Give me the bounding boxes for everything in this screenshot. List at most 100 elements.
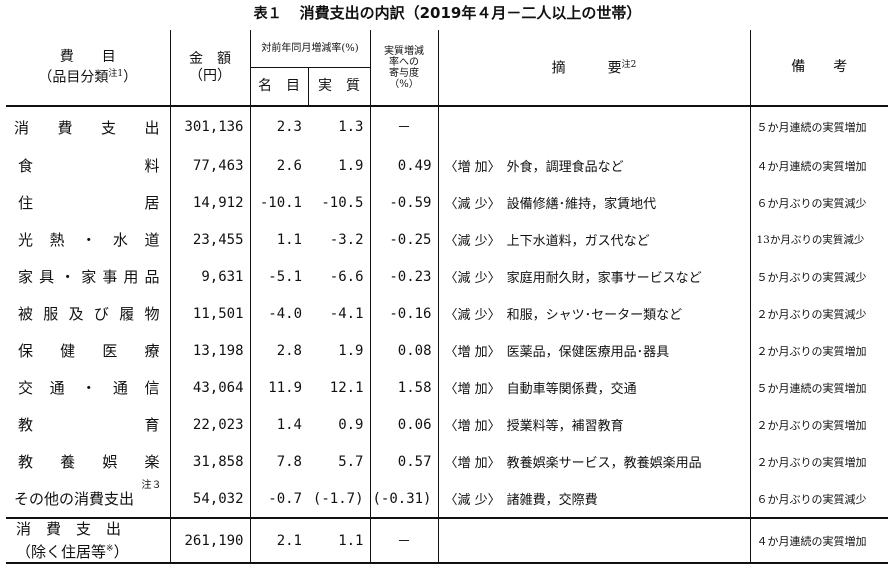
row-nominal: 11.9 (268, 379, 302, 396)
row-remark: ６か月ぶりの実質減少 (756, 492, 867, 506)
row-nominal: 2.3 (276, 119, 302, 135)
header-amount: 金 額 （円） (170, 30, 251, 107)
row-nominal: 1.1 (276, 231, 302, 248)
row-remark: ４か月連続の実質増加 (756, 159, 867, 173)
row-summary-tag: 〈減 少〉 (444, 234, 501, 249)
row-remark: 13か月ぶりの実質減少 (756, 234, 865, 246)
row-remark: ２か月ぶりの実質増加 (756, 344, 867, 358)
row-remark: ２か月ぶりの実質増加 (756, 455, 867, 469)
row-summary: 〈増 加〉 医薬品，保健医療用品･器具 (438, 332, 751, 369)
header-category-line2: （品目分類注1） (6, 66, 170, 87)
row-summary-text: 和服，シャツ･セーター類など (506, 308, 683, 323)
row-amount: 22,023 (170, 406, 251, 443)
table-row-total-excl-housing: 消 費 支 出 （除く住居等※） 261,190 2.1 1.1 － ４か月連続… (6, 517, 888, 564)
row-real: 1.9 (308, 332, 371, 369)
row-real: -3.2 (308, 221, 371, 258)
row-contribution: 0.49 (370, 147, 439, 184)
header-change-rate: 対前年同月増減率(%) (250, 30, 371, 68)
row-summary: 〈増 加〉 授業料等，補習教育 (438, 406, 751, 443)
row-category: 保健医療 (6, 332, 171, 369)
row-category-excl-housing: 消 費 支 出 （除く住居等※） (6, 517, 171, 564)
header-category-line2-text: （品目分類 (38, 69, 109, 86)
row-summary-text: 家庭用耐久財，家事サービスなど (506, 271, 702, 286)
row-contribution: 1.58 (370, 369, 439, 406)
row-summary: 〈減 少〉 設備修繕･維持，家賃地代 (438, 184, 751, 221)
row-amount: 23,455 (170, 221, 251, 258)
row-summary: 〈減 少〉 和服，シャツ･セーター類など (438, 295, 751, 332)
row-summary-text: 諸雑費，交際費 (506, 493, 598, 508)
row-category: 光熱・水道 (6, 221, 171, 258)
row-summary-tag: 〈増 加〉 (444, 345, 501, 360)
row-category-other: 注３ その他の消費支出 (6, 480, 171, 518)
row-summary-tag: 〈減 少〉 (444, 308, 501, 323)
row-summary-tag: 〈増 加〉 (444, 419, 501, 434)
row-remark: ２か月ぶりの実質増加 (756, 418, 867, 432)
row-nominal: 2.1 (250, 517, 308, 564)
row-category: その他の消費支出 (14, 490, 135, 508)
row-contribution: － (370, 517, 439, 564)
header-real: 実 質 (308, 67, 371, 107)
row-category: 被服及び履物 (6, 295, 171, 332)
row-remark: ４か月連続の実質増加 (750, 517, 888, 564)
row-category-excl-line1: 消 費 支 出 (16, 520, 122, 538)
row-summary-tag: 〈減 少〉 (444, 197, 501, 212)
row-summary-text: 自動車等関係費，交通 (506, 382, 637, 397)
table-title: 表１ 消費支出の内訳（2019年４月－二人以上の世帯） (0, 2, 895, 23)
row-nominal: -5.1 (268, 268, 302, 285)
row-real: 12.1 (308, 369, 371, 406)
table-title-text: 消費支出の内訳（2019年４月－二人以上の世帯） (299, 4, 642, 22)
row-category-note: 注３ (141, 480, 162, 491)
table-row: 食料 77,463 2.6 1.9 0.49 〈増 加〉 外食，調理食品など ４か… (6, 147, 888, 184)
header-amount-line1: 金 額 (189, 50, 231, 67)
row-real: -4.1 (308, 295, 371, 332)
row-contribution: 0.08 (370, 332, 439, 369)
row-category: 交通・通信 (6, 369, 171, 406)
row-amount: 13,198 (170, 332, 251, 369)
table-row: 光熱・水道 23,455 1.1 -3.2 -0.25 〈減 少〉 上下水道料，ガ… (6, 221, 888, 258)
row-summary: 〈増 加〉 自動車等関係費，交通 (438, 369, 751, 406)
row-category-excl-line2: （除く住居等※） (16, 539, 170, 562)
row-remark: ５か月連続の実質増加 (756, 121, 867, 134)
row-contribution: -0.59 (370, 184, 439, 221)
header-contribution-line3: 寄与度 (389, 67, 419, 79)
row-category: 教養娯楽 (6, 443, 171, 480)
row-summary-text: 外食，調理食品など (506, 160, 624, 175)
row-summary-tag: 〈増 加〉 (444, 382, 501, 397)
row-real: 5.7 (308, 443, 371, 480)
row-nominal: 2.8 (276, 342, 302, 359)
row-category: 住居 (6, 184, 171, 221)
table-row: 注３ その他の消費支出 54,032 -0.7 (-1.7) (-0.31) 〈… (6, 480, 888, 518)
row-amount: 77,463 (170, 147, 251, 184)
row-nominal: 7.8 (276, 453, 302, 470)
row-amount: 11,501 (170, 295, 251, 332)
row-category-excl-line2-text: （除く住居等 (16, 543, 107, 561)
header-contribution-line2: 率への (389, 56, 419, 68)
row-amount: 14,912 (170, 184, 251, 221)
row-contribution: 0.06 (370, 406, 439, 443)
header-summary-note: 注2 (621, 60, 637, 71)
row-real: 1.1 (308, 517, 371, 564)
row-summary-tag: 〈増 加〉 (444, 456, 501, 471)
header-nominal: 名 目 (250, 67, 309, 107)
row-summary-tag: 〈増 加〉 (444, 160, 501, 175)
table-row: 家具・家事用品 9,631 -5.1 -6.6 -0.23 〈減 少〉 家庭用耐久… (6, 258, 888, 295)
row-contribution: (-0.31) (370, 480, 439, 518)
header-category: 費 目 （品目分類注1） (6, 30, 171, 107)
row-contribution: 0.57 (370, 443, 439, 480)
row-category-excl-line2-end: ） (113, 543, 129, 561)
row-remark: ６か月ぶりの実質減少 (756, 196, 867, 210)
table-row: 消費支出 301,136 2.3 1.3 － ５か月連続の実質増加 (6, 106, 888, 147)
row-summary-tag: 〈減 少〉 (444, 493, 501, 508)
row-amount: 43,064 (170, 369, 251, 406)
row-category: 食料 (6, 147, 171, 184)
row-real: 1.9 (308, 147, 371, 184)
row-category: 教育 (6, 406, 171, 443)
row-summary-tag: 〈減 少〉 (444, 271, 501, 286)
row-summary: 〈増 加〉 教養娯楽サービス，教養娯楽用品 (438, 443, 751, 480)
row-amount: 31,858 (170, 443, 251, 480)
table-row: 教養娯楽 31,858 7.8 5.7 0.57 〈増 加〉 教養娯楽サービス，教… (6, 443, 888, 480)
header-contribution: 実質増減 率への 寄与度 （%） (370, 30, 439, 107)
row-nominal: -4.0 (268, 305, 302, 322)
table-row: 住居 14,912 -10.1 -10.5 -0.59 〈減 少〉 設備修繕･維持… (6, 184, 888, 221)
expenditure-table: 費 目 （品目分類注1） 金 額 （円） 対前年同月増減率(%) 実質増減 率へ… (6, 30, 888, 564)
